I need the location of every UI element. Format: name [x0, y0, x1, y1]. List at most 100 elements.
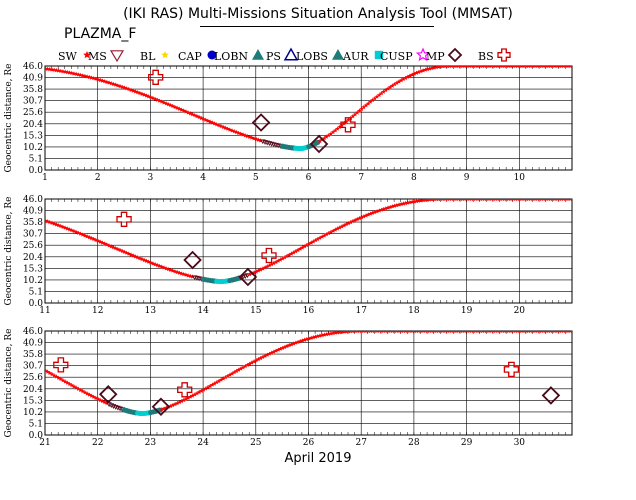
orbit-point [387, 84, 393, 90]
orbit-point [161, 406, 167, 411]
orbit-point [392, 82, 397, 87]
orbit-point [395, 331, 399, 333]
orbit-point [56, 375, 61, 380]
orbit-point [553, 199, 557, 201]
orbit-point [227, 127, 233, 132]
orbit-point [370, 210, 375, 215]
orbit-point [502, 199, 506, 201]
legend-symbol-icon [331, 49, 344, 60]
orbit-point [560, 66, 563, 68]
orbit-point [71, 228, 77, 234]
triangle-icon [331, 49, 344, 60]
orbit-point [421, 331, 425, 333]
orbit-point [423, 331, 427, 333]
orbit-point [383, 206, 389, 211]
orbit-point [399, 331, 403, 333]
orbit-point [500, 199, 504, 201]
orbit-point [278, 257, 283, 262]
orbit-point [542, 199, 546, 201]
x-tick-label: 26 [303, 438, 315, 448]
orbit-point [481, 199, 484, 201]
orbit-point [324, 134, 329, 139]
orbit-point [572, 197, 577, 201]
orbit-point [258, 355, 263, 361]
y-tick-label: 10.2 [23, 276, 43, 286]
orbit-point [474, 199, 478, 201]
orbit-point [461, 66, 465, 68]
x-tick-label: 7 [358, 173, 364, 183]
orbit-point [333, 227, 338, 232]
orbit-point [568, 66, 572, 68]
orbit-point [227, 372, 233, 377]
magnetopause-crossing-marker [251, 113, 271, 132]
star-icon [83, 51, 91, 59]
orbit-point [218, 377, 224, 382]
orbit-point [540, 66, 544, 68]
orbit-point [170, 103, 176, 109]
orbit-point [322, 332, 327, 337]
orbit-point [65, 380, 70, 385]
orbit-point [247, 272, 252, 277]
orbit-point [117, 83, 123, 89]
orbit-point [364, 331, 368, 333]
orbit-point [58, 376, 64, 382]
orbit-point [365, 101, 371, 106]
orbit-point [474, 66, 478, 68]
orbit-point [113, 82, 118, 87]
orbit-point [520, 66, 524, 68]
plot-frame [44, 65, 573, 171]
orbit-point [507, 199, 511, 201]
orbit-point [210, 382, 215, 387]
orbit-point [302, 244, 307, 249]
orbit-point [386, 331, 390, 333]
orbit-point [313, 238, 318, 243]
orbit-point [535, 331, 539, 333]
orbit-point [531, 199, 535, 201]
orbit-point [516, 331, 519, 333]
orbit-point [492, 66, 495, 68]
orbit-point [538, 199, 541, 201]
orbit-point [203, 386, 208, 391]
orbit-point [126, 251, 132, 256]
orbit-point [549, 199, 552, 201]
orbit-point [564, 199, 568, 201]
orbit-point [104, 79, 110, 84]
orbit-point [463, 66, 467, 68]
orbit-point [234, 129, 239, 135]
y-tick-label: 30.7 [23, 362, 43, 372]
orbit-point [459, 199, 462, 201]
orbit-point [368, 211, 373, 216]
orbit-point [467, 66, 471, 68]
orbit-point [454, 331, 458, 333]
orbit-point [163, 266, 169, 271]
orbit-point [60, 378, 66, 383]
x-tick-label: 13 [145, 306, 157, 316]
orbit-point [122, 85, 127, 90]
orbit-point [289, 251, 294, 256]
orbit-point [432, 199, 436, 202]
orbit-point [403, 75, 408, 80]
orbit-trace [45, 66, 572, 152]
y-tick-label: 46.0 [23, 195, 43, 205]
orbit-point [555, 66, 559, 68]
legend-symbol-icon [252, 49, 265, 60]
orbit-point [319, 234, 325, 239]
orbit-point [494, 66, 497, 68]
orbit-point [291, 341, 296, 346]
orbit-point [522, 66, 526, 68]
orbit-point [518, 199, 522, 201]
orbit-point [390, 83, 395, 88]
orbit-point [450, 331, 454, 333]
orbit-point [56, 223, 61, 228]
legend-item-lobn: LOBN [214, 44, 265, 63]
orbit-point [238, 366, 244, 371]
orbit-point [379, 207, 384, 212]
orbit-point [273, 348, 279, 353]
orbit-point [269, 261, 274, 267]
orbit-point [524, 66, 528, 68]
x-tick-label: 25 [250, 438, 262, 448]
y-tick-label: 46.0 [23, 62, 43, 72]
orbit-point [128, 87, 134, 92]
orbit-point [429, 66, 435, 70]
orbit-point [328, 229, 334, 234]
